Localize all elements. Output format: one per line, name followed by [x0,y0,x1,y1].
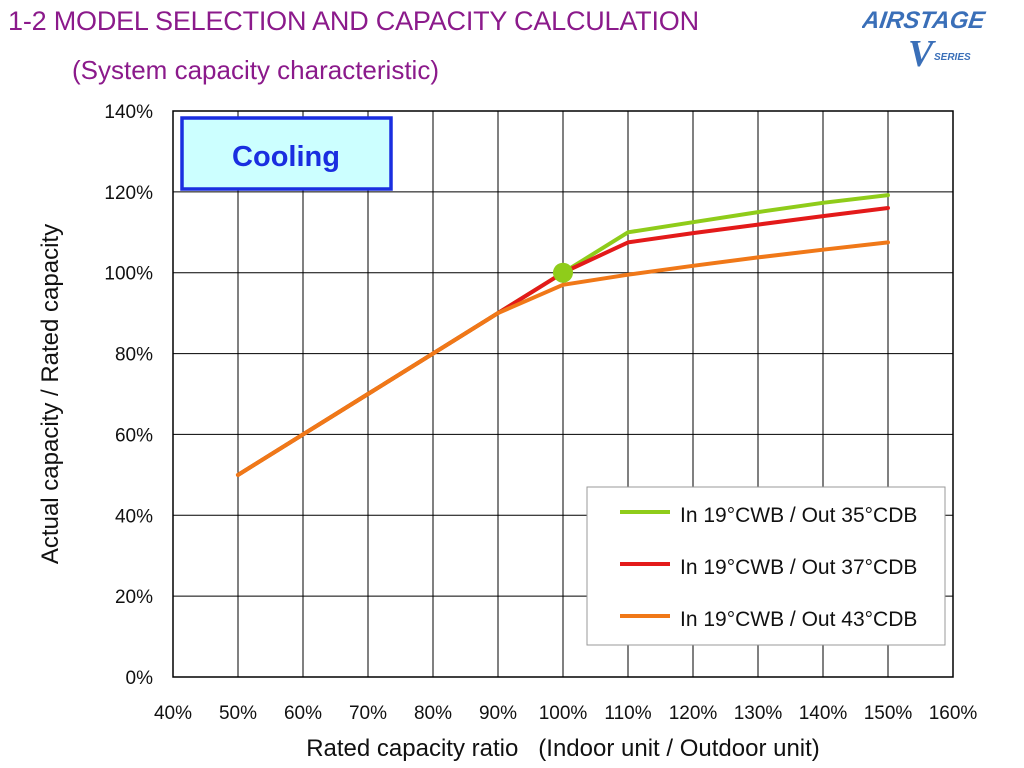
legend-label-3: In 19°CWB / Out 43°CDB [680,608,917,631]
slide-title: 1-2 MODEL SELECTION AND CAPACITY CALCULA… [8,6,699,36]
cooling-badge: Cooling [180,116,393,191]
chart-axes: 40% 50% 60% 70% 80% 90% 100% 110% 120% 130% 140% 15… [104,102,977,724]
y-tick-label: 20% [115,587,153,608]
x-tick-label: 50% [219,703,257,724]
x-tick-label: 120% [669,703,718,724]
x-tick-label: 140% [799,703,848,724]
x-tick-label: 40% [154,703,192,724]
logo-series-letter: V [908,33,936,72]
cooling-badge-label: Cooling [232,141,340,173]
x-tick-label: 60% [284,703,322,724]
x-tick-label: 70% [349,703,387,724]
chart-marker [553,262,573,283]
rated-point-marker [553,262,573,283]
legend-label-1: In 19°CWB / Out 35°CDB [680,504,917,527]
logo-brand-text: AIRSTAGE [862,7,987,34]
y-tick-label: 120% [104,183,153,204]
y-tick-label: 40% [115,506,153,527]
y-tick-label: 60% [115,425,153,446]
x-tick-label: 130% [734,703,783,724]
slide-subtitle: (System capacity characteristic) [72,55,439,85]
chart-legend: In 19°CWB / Out 35°CDB In 19°CWB / Out 37… [586,486,946,646]
x-tick-label: 110% [604,703,651,724]
y-tick-label: 80% [115,345,153,366]
x-tick-label: 90% [479,703,517,724]
logo-series-word: SERIES [934,52,971,63]
legend-label-2: In 19°CWB / Out 37°CDB [680,556,917,579]
x-tick-label: 100% [539,703,588,724]
cooling-badge-box [180,116,393,191]
series-line-3 [236,240,890,477]
x-axis-label: Rated capacity ratio (Indoor unit / Outd… [306,735,820,762]
y-axis-label: Actual capacity / Rated capacity [37,224,64,564]
y-tick-label: 0% [126,668,154,689]
plot-frame [172,110,954,678]
airstage-logo: AIRSTAGE V SERIES [862,7,987,72]
y-tick-label: 140% [104,102,153,123]
x-tick-label: 80% [414,703,452,724]
x-tick-label: 150% [864,703,913,724]
chart-grid [173,111,953,677]
y-tick-label: 100% [104,264,153,285]
x-tick-label: 160% [929,703,978,724]
